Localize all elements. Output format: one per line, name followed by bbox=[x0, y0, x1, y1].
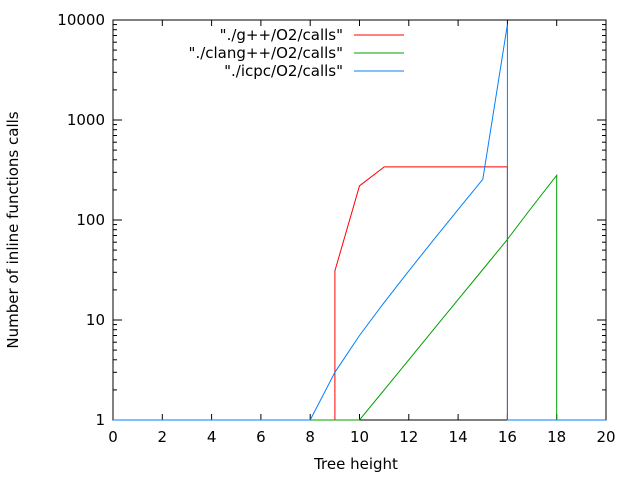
y-tick-label: 1000 bbox=[67, 111, 105, 129]
x-axis-label: Tree height bbox=[313, 455, 398, 473]
x-tick-label: 12 bbox=[399, 428, 418, 446]
series-line-1 bbox=[113, 173, 606, 421]
y-tick-label: 10000 bbox=[57, 11, 105, 29]
x-tick-label: 10 bbox=[350, 428, 369, 446]
y-tick-label: 10 bbox=[86, 311, 105, 329]
x-tick-label: 18 bbox=[547, 428, 566, 446]
legend: "./g++/O2/calls""./clang++/O2/calls""./i… bbox=[189, 26, 404, 80]
x-tick-label: 14 bbox=[449, 428, 468, 446]
legend-label-2: "./icpc/O2/calls" bbox=[224, 62, 343, 80]
x-tick-label: 4 bbox=[207, 428, 217, 446]
plot-frame bbox=[112, 19, 607, 421]
series-line-2 bbox=[113, 24, 606, 421]
x-tick-label: 6 bbox=[256, 428, 266, 446]
x-tick-label: 0 bbox=[108, 428, 118, 446]
legend-label-0: "./g++/O2/calls" bbox=[220, 26, 343, 44]
series-lines bbox=[113, 24, 606, 421]
series-line-0 bbox=[113, 166, 606, 421]
x-tick-label: 2 bbox=[158, 428, 168, 446]
x-tick-label: 16 bbox=[498, 428, 517, 446]
y-tick-label: 100 bbox=[76, 211, 105, 229]
x-axis: 0 2 4 6 8 10 12 14 16 18 20 bbox=[108, 20, 616, 446]
x-tick-label: 8 bbox=[305, 428, 315, 446]
y-tick-label: 1 bbox=[95, 411, 105, 429]
x-tick-label: 20 bbox=[596, 428, 615, 446]
legend-label-1: "./clang++/O2/calls" bbox=[189, 44, 343, 62]
y-axis-label: Number of inline functions calls bbox=[4, 111, 22, 348]
